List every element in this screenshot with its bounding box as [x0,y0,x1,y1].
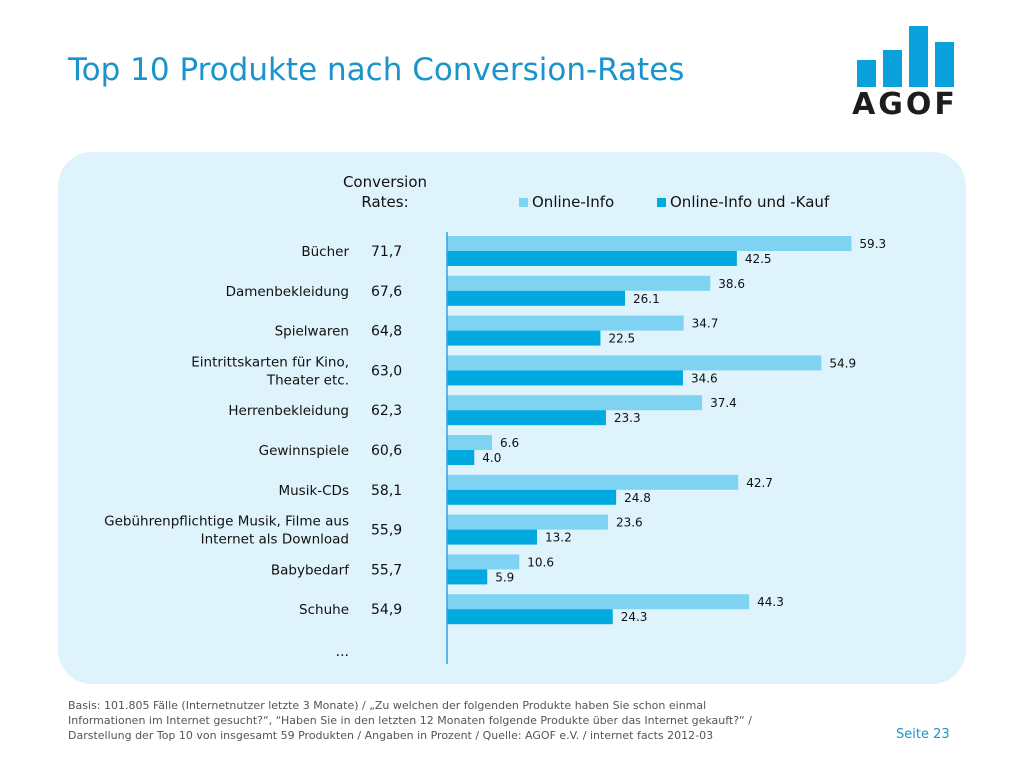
bar-online-info-kauf [447,569,488,585]
bar-online-info-kauf [447,251,737,266]
data-label: 24.8 [624,491,651,505]
category-label-line: Eintrittskarten für Kino, [191,354,349,370]
conversion-rate-value: 60,6 [371,443,402,459]
category-label-line: Musik-CDs [278,483,349,499]
category-label: Bücher [301,244,349,260]
conversion-rate-value: 71,7 [371,244,402,260]
data-label: 23.6 [616,516,643,530]
data-label: 4.0 [482,451,501,465]
bar-online-info-kauf [447,529,538,545]
logo-bar [935,42,954,87]
data-label: 38.6 [718,277,745,291]
page-title: Top 10 Produkte nach Conversion-Rates [68,52,685,88]
data-label: 5.9 [495,570,514,584]
category-label: Schuhe [299,602,349,618]
data-label: 59.3 [859,237,886,251]
legend-swatch [657,197,666,207]
bar-online-info [447,474,739,490]
category-label: Musik-CDs [278,483,349,499]
legend-item-online-info: Online-Info [519,193,614,211]
logo-bar [883,50,902,87]
category-label: Gebührenpflichtige Musik, Filme aus Inter… [104,514,349,548]
data-label: 54.9 [829,356,856,370]
legend-label: Online-Info und -Kauf [670,193,830,211]
bar-online-info [447,355,822,371]
data-label: 44.3 [757,595,784,609]
bar-online-info-kauf [447,489,617,505]
bar-online-info-kauf [447,290,626,306]
logo-text: AGOF [852,87,958,122]
conversion-rate-value: 64,8 [371,324,402,340]
continuation-marker: ... [336,644,349,660]
category-label: Babybedarf [271,562,350,578]
category-label-line: Herrenbekleidung [228,403,349,419]
legend-swatch [519,197,528,207]
footer-line: Informationen im Internet gesucht?“, “Ha… [68,714,752,727]
bar-online-info [447,315,684,331]
page-number: Seite 23 [896,727,950,742]
bar-online-info-kauf [447,609,613,625]
footer-note: Basis: 101.805 Fälle (Internetnutzer let… [68,698,868,743]
data-label: 10.6 [527,555,554,569]
legend-label: Online-Info [532,193,615,211]
data-label: 42.7 [746,476,773,490]
category-label-line: Damenbekleidung [226,284,349,300]
conversion-rates-header: Conversion Rates: [330,172,440,212]
bar-online-info [447,594,750,610]
conversion-rate-value: 55,9 [371,523,402,539]
category-label-line: Theater etc. [266,372,349,388]
category-label: Spielwaren [275,324,349,340]
bar-online-info [447,275,711,291]
conversion-rate-value: 63,0 [371,363,402,379]
legend-item-online-info-kauf: Online-Info und -Kauf [657,193,829,211]
conversion-rate-value: 54,9 [371,602,402,618]
data-label: 42.5 [745,252,772,266]
bar-online-info [447,514,608,530]
category-label-line: Gewinnspiele [259,443,349,459]
category-label-line: Internet als Download [201,532,349,548]
data-label: 26.1 [633,292,660,306]
data-label: 22.5 [608,332,635,346]
conversion-rate-value: 58,1 [371,483,402,499]
category-label: Eintrittskarten für Kino, Theater etc. [191,354,349,388]
bar-online-info [447,554,520,570]
footer-line: Darstellung der Top 10 von insgesamt 59 … [68,729,714,742]
conversion-header-line: Rates: [361,193,409,211]
category-label: Gewinnspiele [259,443,349,459]
agof-logo: AGOF [852,24,958,122]
bar-online-info-kauf [447,370,683,386]
conversion-rate-value: 67,6 [371,284,402,300]
bar-online-info-kauf [447,450,475,465]
conversion-rate-value: 62,3 [371,403,402,419]
category-label-line: Babybedarf [271,562,350,578]
data-label: 37.4 [710,396,737,410]
category-label-line: Gebührenpflichtige Musik, Filme aus [104,514,349,530]
bar-online-info [447,435,493,450]
conversion-rate-value: 55,7 [371,562,402,578]
data-label: 34.7 [692,317,719,331]
data-label: 24.3 [621,610,648,624]
bar-online-info-kauf [447,330,601,346]
data-label: 23.3 [614,411,641,425]
bar-online-info [447,395,703,411]
bar-online-info-kauf [447,410,606,426]
data-label: 13.2 [545,531,572,545]
data-label: 6.6 [500,436,519,450]
category-label-line: Bücher [301,244,349,260]
category-label: Herrenbekleidung [228,403,349,419]
bar-online-info [447,236,852,251]
category-label: Damenbekleidung [226,284,349,300]
logo-bar [909,26,928,87]
logo-bar [857,60,876,87]
category-label-line: Schuhe [299,602,349,618]
data-label: 34.6 [691,371,718,385]
conversion-header-line: Conversion [342,173,428,191]
category-label-line: Spielwaren [275,324,349,340]
footer-line: Basis: 101.805 Fälle (Internetnutzer let… [68,699,707,712]
